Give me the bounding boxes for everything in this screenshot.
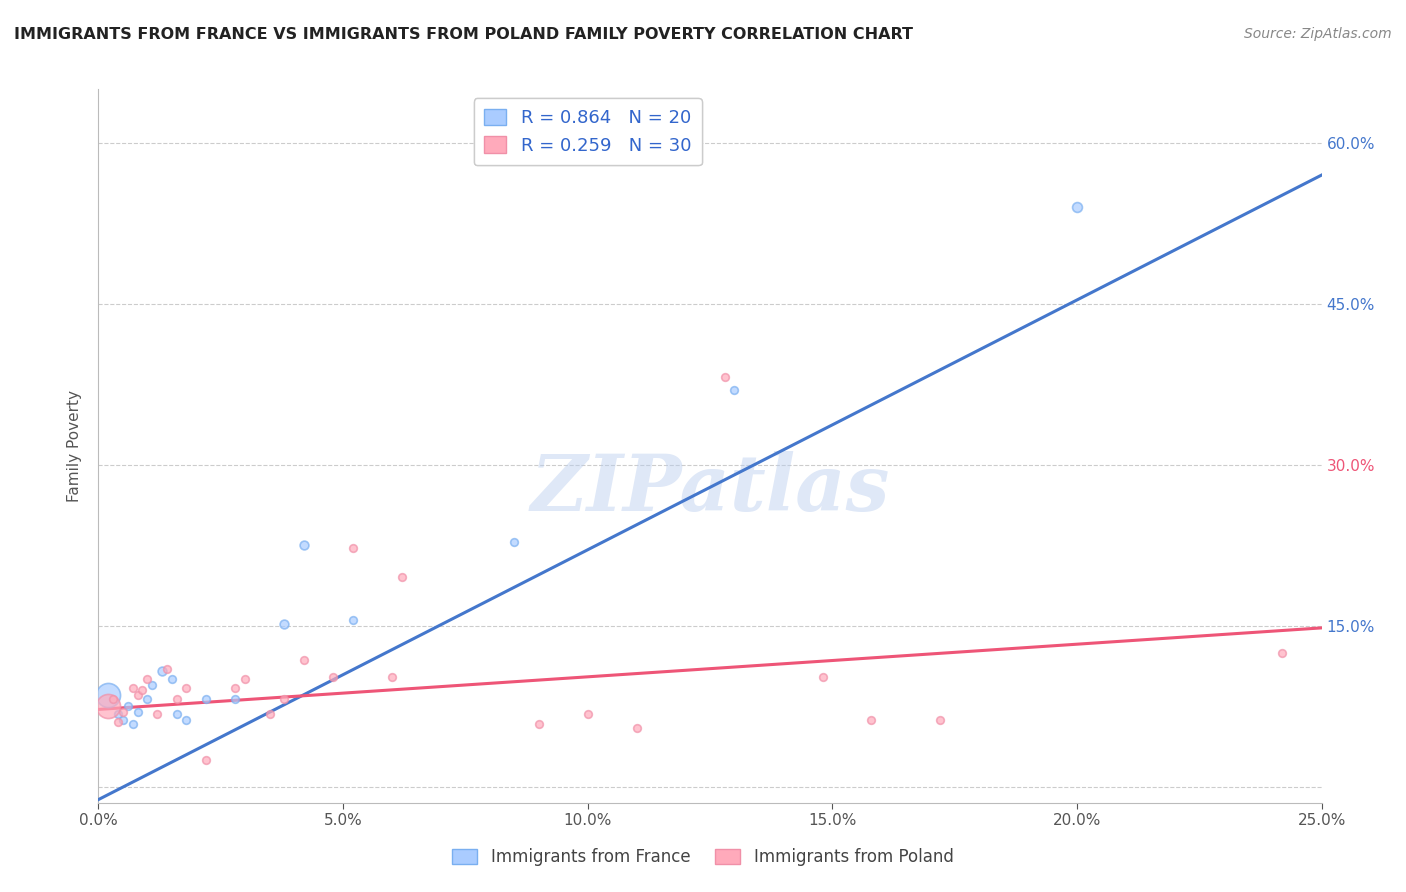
Point (273, 616, 295, 631)
Point (156, 662, 179, 676)
Point (150, 664, 173, 678)
Point (224, 691, 246, 706)
Point (391, 570, 413, 584)
Point (166, 691, 188, 706)
Point (713, 369, 735, 384)
Point (259, 706, 281, 721)
Point (224, 681, 246, 695)
Point (1066, 200, 1088, 214)
Point (273, 691, 295, 706)
Point (723, 383, 745, 397)
Point (176, 681, 198, 695)
Point (929, 713, 952, 727)
Point (576, 706, 599, 721)
Point (136, 691, 159, 706)
Point (117, 699, 139, 714)
Point (111, 705, 134, 719)
Point (160, 673, 183, 687)
Point (111, 713, 134, 727)
Point (381, 670, 404, 684)
Point (292, 538, 315, 552)
Point (101, 691, 124, 706)
Point (141, 678, 163, 692)
Point (107, 706, 129, 721)
Point (121, 717, 143, 731)
Point (1271, 646, 1294, 660)
Point (527, 717, 550, 731)
Point (342, 613, 364, 627)
Text: Source: ZipAtlas.com: Source: ZipAtlas.com (1244, 27, 1392, 41)
Point (342, 541, 364, 556)
Point (121, 681, 143, 695)
Point (127, 705, 149, 719)
Y-axis label: Family Poverty: Family Poverty (67, 390, 83, 502)
Point (503, 535, 526, 549)
Point (127, 689, 149, 703)
Point (811, 670, 834, 684)
Text: ZIPatlas: ZIPatlas (530, 450, 890, 527)
Point (292, 653, 315, 667)
Text: IMMIGRANTS FROM FRANCE VS IMMIGRANTS FROM POLAND FAMILY POVERTY CORRELATION CHAR: IMMIGRANTS FROM FRANCE VS IMMIGRANTS FRO… (14, 27, 912, 42)
Point (136, 673, 159, 687)
Point (131, 683, 153, 698)
Legend: R = 0.864   N = 20, R = 0.259   N = 30: R = 0.864 N = 20, R = 0.259 N = 30 (474, 98, 702, 165)
Point (233, 673, 256, 687)
Point (146, 706, 169, 721)
Point (176, 713, 198, 727)
Point (107, 715, 129, 730)
Point (322, 670, 344, 684)
Point (626, 721, 648, 735)
Point (195, 691, 218, 706)
Point (166, 706, 188, 721)
Point (860, 713, 883, 727)
Point (97, 699, 120, 714)
Point (97, 689, 120, 703)
Legend: Immigrants from France, Immigrants from Poland: Immigrants from France, Immigrants from … (444, 840, 962, 875)
Point (195, 753, 218, 767)
